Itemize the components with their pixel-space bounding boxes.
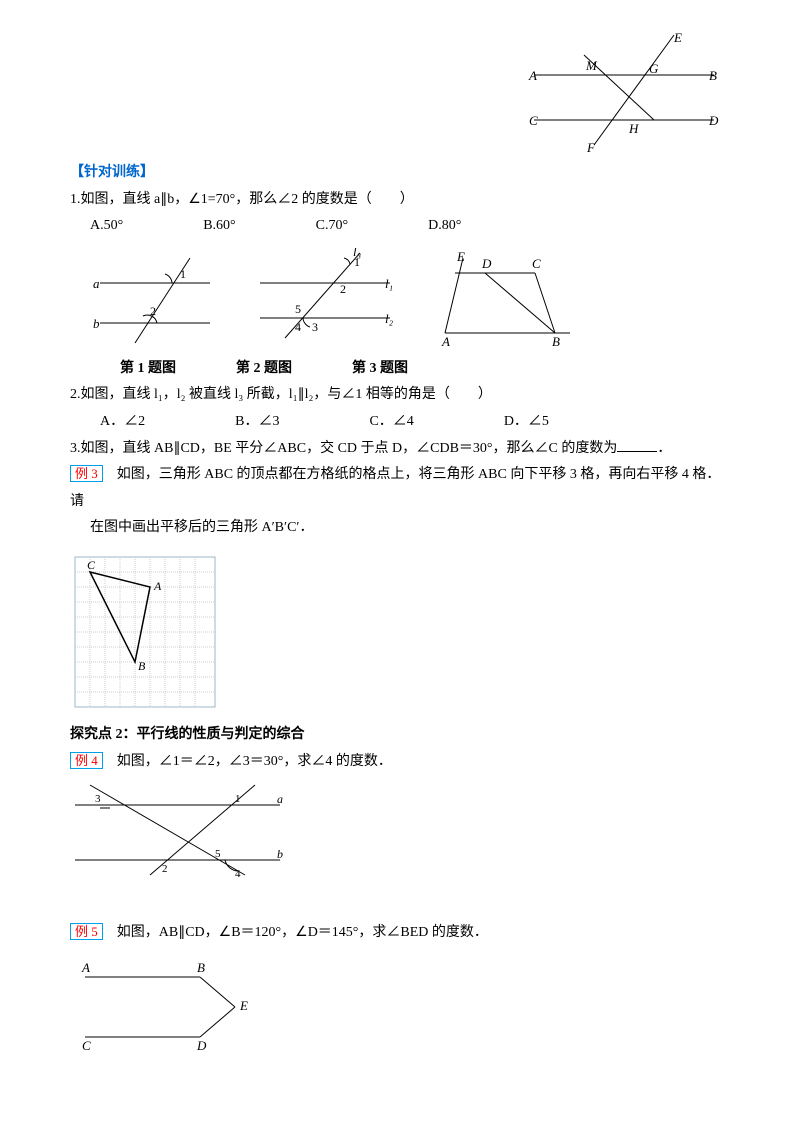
svg-text:C: C — [82, 1038, 91, 1052]
q3-tail: ． — [657, 441, 671, 456]
svg-text:C: C — [529, 113, 538, 128]
svg-text:2: 2 — [340, 282, 346, 296]
q2-opt-a: A．∠2 — [100, 409, 145, 436]
ex5-line: 例 5 如图，AB∥CD，∠B＝120°，∠D＝145°，求∠BED 的度数． — [70, 920, 724, 947]
svg-text:A: A — [528, 68, 537, 83]
example-5-label: 例 5 — [70, 923, 103, 940]
svg-text:1: 1 — [180, 267, 186, 281]
svg-text:D: D — [481, 256, 492, 271]
fig2-label: 第 2 题图 — [236, 356, 292, 383]
explore-2-title: 探究点 2：平行线的性质与判定的综合 — [70, 722, 724, 749]
svg-text:E: E — [673, 30, 682, 45]
svg-text:D: D — [196, 1038, 207, 1052]
svg-text:E: E — [456, 249, 465, 264]
svg-text:A: A — [441, 334, 450, 348]
q1-options: A.50° B.60° C.70° D.80° — [70, 213, 724, 240]
example-4-label: 例 4 — [70, 752, 103, 769]
svg-text:b: b — [277, 847, 283, 861]
svg-text:A: A — [153, 579, 162, 593]
figure-labels-1: 第 1 题图 第 2 题图 第 3 题图 — [70, 356, 724, 383]
figure-2: 1 2 3 4 5 l₁ l₂ l₃ — [250, 248, 400, 348]
ex5-text: 如图，AB∥CD，∠B＝120°，∠D＝145°，求∠BED 的度数． — [103, 925, 488, 940]
q1-opt-a: A.50° — [90, 213, 123, 240]
q3-line: 3.如图，直线 AB∥CD，BE 平分∠ABC，交 CD 于点 D，∠CDB＝3… — [70, 436, 724, 463]
ex4-line: 例 4 如图，∠1＝∠2，∠3＝30°，求∠4 的度数． — [70, 749, 724, 776]
svg-text:C: C — [87, 558, 96, 572]
q1-opt-c: C.70° — [316, 213, 348, 240]
q1-text: 1.如图，直线 a∥b，∠1=70°，那么∠2 的度数是（ ） — [70, 187, 724, 214]
svg-text:B: B — [197, 960, 205, 975]
svg-text:4: 4 — [295, 320, 301, 334]
svg-text:a: a — [277, 792, 283, 806]
svg-text:F: F — [586, 140, 596, 155]
ex4-text: 如图，∠1＝∠2，∠3＝30°，求∠4 的度数． — [103, 754, 392, 769]
ex3-line1: 例 3 如图，三角形 ABC 的顶点都在方格纸的格点上，将三角形 ABC 向下平… — [70, 462, 724, 515]
svg-text:D: D — [708, 113, 719, 128]
svg-text:M: M — [585, 58, 598, 73]
svg-text:a: a — [93, 276, 100, 291]
ex5-figure: A B C D E — [70, 952, 260, 1052]
svg-text:5: 5 — [295, 302, 301, 316]
figure-1: a b 1 2 — [90, 248, 220, 348]
svg-text:E: E — [239, 998, 248, 1013]
q2-opt-c: C．∠4 — [369, 409, 413, 436]
svg-text:b: b — [93, 316, 100, 331]
svg-text:l₂: l₂ — [385, 311, 394, 326]
svg-text:B: B — [552, 334, 560, 348]
figure-3: A B C D E — [430, 248, 580, 348]
svg-text:l₁: l₁ — [385, 276, 393, 291]
svg-text:A: A — [81, 960, 90, 975]
q2-options: A．∠2 B．∠3 C．∠4 D．∠5 — [70, 409, 724, 436]
svg-text:2: 2 — [150, 304, 156, 318]
ex3-figure-wrap: C A B — [70, 552, 724, 712]
q3-blank — [617, 451, 657, 452]
svg-text:4: 4 — [235, 868, 241, 880]
svg-text:C: C — [532, 256, 541, 271]
q2-opt-d: D．∠5 — [504, 409, 549, 436]
svg-text:3: 3 — [312, 320, 318, 334]
fig1-label: 第 1 题图 — [120, 356, 176, 383]
q1-opt-d: D.80° — [428, 213, 461, 240]
svg-text:3: 3 — [95, 793, 101, 805]
svg-text:l₃: l₃ — [353, 248, 361, 259]
svg-text:B: B — [138, 659, 146, 673]
svg-text:5: 5 — [215, 848, 221, 860]
q3-text: 3.如图，直线 AB∥CD，BE 平分∠ABC，交 CD 于点 D，∠CDB＝3… — [70, 441, 617, 456]
ex4-figure: a b 1 3 2 5 4 — [70, 780, 290, 890]
svg-text:B: B — [709, 68, 717, 83]
top-figure: A B C D E F M G H — [524, 30, 724, 160]
svg-text:2: 2 — [162, 863, 168, 875]
section-title: 【针对训练】 — [70, 160, 724, 187]
grid-figure: C A B — [70, 552, 220, 712]
q1-opt-b: B.60° — [203, 213, 235, 240]
svg-text:H: H — [628, 121, 639, 136]
figures-row-1: a b 1 2 1 2 3 4 5 l₁ l₂ l₃ A B C D E — [70, 248, 724, 348]
ex5-figure-wrap: A B C D E — [70, 952, 724, 1052]
ex3-text1: 如图，三角形 ABC 的顶点都在方格纸的格点上，将三角形 ABC 向下平移 3 … — [70, 467, 720, 509]
ex3-text2: 在图中画出平移后的三角形 A′B′C′． — [70, 515, 724, 542]
q2-text: 2.如图，直线 l₁，l₂ 被直线 l₃ 所截，l₁∥l₂，与∠1 相等的角是（… — [70, 382, 724, 409]
q2-opt-b: B．∠3 — [235, 409, 279, 436]
svg-text:1: 1 — [235, 793, 241, 805]
fig3-label: 第 3 题图 — [352, 356, 408, 383]
svg-text:G: G — [649, 61, 659, 76]
ex4-figure-wrap: a b 1 3 2 5 4 — [70, 780, 724, 890]
example-3-label: 例 3 — [70, 465, 103, 482]
